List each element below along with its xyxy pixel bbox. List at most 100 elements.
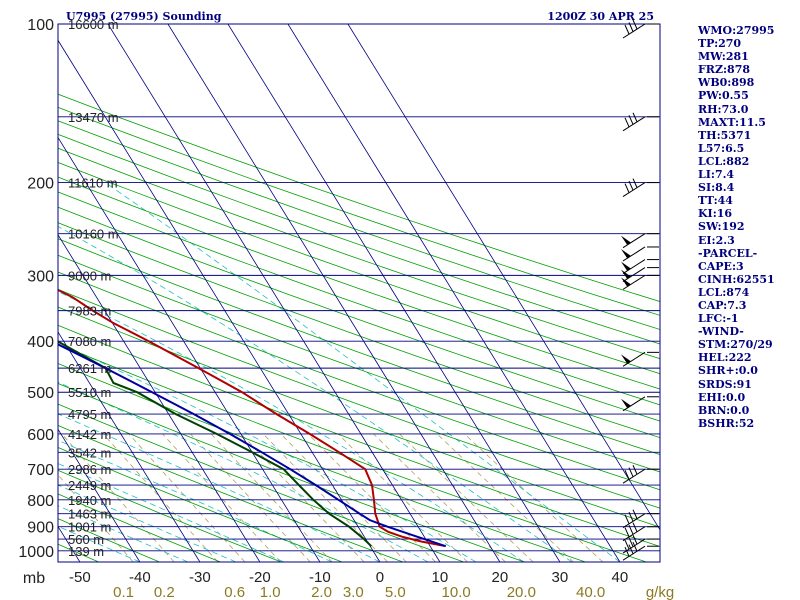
dry-adiabat <box>58 271 660 491</box>
temperature-tick-label: 20 <box>492 569 509 586</box>
wind-feather <box>628 115 634 125</box>
wind-feather <box>632 509 638 519</box>
index-item: CAP:7.3 <box>698 298 747 312</box>
mixing-ratio-label: 0.6 <box>224 584 245 600</box>
pressure-tick-label: 400 <box>27 334 54 351</box>
pressure-tick-label: 300 <box>27 268 54 285</box>
height-label: 1463 m <box>68 507 111 522</box>
wind-feather <box>628 525 634 535</box>
dry-adiabat <box>58 176 660 390</box>
wind-pennant <box>621 261 631 271</box>
pressure-tick-label: 700 <box>27 462 54 479</box>
wind-barb <box>622 246 646 262</box>
isotherm <box>58 234 261 562</box>
temperature-tick-label: -50 <box>69 569 91 586</box>
index-item: BSHR:52 <box>698 416 755 430</box>
index-item: BRN:0.0 <box>698 403 750 417</box>
mixing-ratio-label: 10.0 <box>442 584 471 600</box>
wind-barb <box>622 274 646 290</box>
wind-feather <box>628 511 634 522</box>
height-label: 7080 m <box>68 334 111 349</box>
height-label: 7983 m <box>68 304 111 319</box>
wind-feather <box>632 178 638 188</box>
wind-feather <box>632 534 638 545</box>
pressure-tick-label: 600 <box>27 427 54 444</box>
mixing-ratio-line <box>128 433 246 562</box>
dry-adiabat <box>58 424 404 562</box>
isotherm <box>58 331 201 562</box>
mixing-ratio-label: 1.0 <box>260 584 281 600</box>
moist-adiabat <box>58 413 381 562</box>
index-item: EHI:0.0 <box>698 390 746 404</box>
moist-adiabat <box>58 505 189 562</box>
isotherm <box>58 428 141 562</box>
wind-feather <box>632 542 638 552</box>
dry-adiabat <box>58 363 586 562</box>
wind-feather <box>624 539 630 550</box>
mixing-ratio-unit: g/kg <box>646 584 674 600</box>
dry-adiabat <box>58 383 525 562</box>
wind-feather <box>624 527 630 537</box>
isotherm <box>227 24 561 562</box>
wind-barb <box>622 116 646 132</box>
mixing-ratio-line <box>162 433 281 562</box>
index-item: LFC:-1 <box>698 312 739 326</box>
dry-adiabat <box>58 306 660 528</box>
dry-adiabat <box>58 106 660 316</box>
wind-barb <box>622 233 646 249</box>
dry-adiabat <box>58 222 660 439</box>
wind-feather <box>628 544 634 554</box>
pressure-tick-label: 800 <box>27 493 54 510</box>
pressure-tick-label: 900 <box>27 520 54 537</box>
wind-barbs <box>621 19 659 561</box>
dry-adiabat <box>58 403 464 562</box>
dry-adiabat <box>58 238 660 455</box>
plot-frame <box>57 23 661 563</box>
pressure-tick-label: 200 <box>27 176 54 193</box>
mixing-ratio-line <box>373 433 506 562</box>
index-item: LCL:874 <box>698 285 750 299</box>
temperature-tick-label: -30 <box>189 569 211 586</box>
mixing-ratio-label: 5.0 <box>385 584 406 600</box>
index-item: L57:6.5 <box>698 141 745 155</box>
temperature-tick-label: 0 <box>376 569 384 586</box>
wind-feather <box>632 112 638 122</box>
isotherm <box>167 24 501 562</box>
temperature-tick-label: 30 <box>552 569 569 586</box>
height-label: 560 m <box>68 532 104 547</box>
mixing-ratio-line <box>61 433 175 562</box>
index-item: LCL:882 <box>698 154 750 168</box>
isotherm <box>287 24 621 562</box>
wind-feather <box>624 117 630 127</box>
moist-adiabat <box>58 439 333 562</box>
dry-adiabat <box>58 254 660 473</box>
index-item: SRDS:91 <box>698 377 752 391</box>
chart-title: U7995 (27995) Sounding <box>66 10 222 23</box>
index-item: MAXT:11.5 <box>698 115 766 129</box>
temperature-tick-label: 10 <box>432 569 449 586</box>
wind-feather <box>624 24 630 35</box>
height-label: 2986 m <box>68 462 111 477</box>
wind-pennant <box>621 277 631 287</box>
index-item: FRZ:878 <box>698 63 751 77</box>
sounding-curves <box>58 288 447 548</box>
dry-adiabat <box>58 162 660 375</box>
index-item: TH:5371 <box>698 128 752 142</box>
wind-feather <box>624 470 630 480</box>
pressure-unit: mb <box>23 570 45 587</box>
temperature-tick-label: -10 <box>309 569 331 586</box>
wind-feather <box>628 537 634 547</box>
mixing-ratio-label: 3.0 <box>343 584 364 600</box>
parcel-curve <box>58 343 447 548</box>
height-label: 11610 m <box>68 176 118 191</box>
isotherm <box>107 24 441 562</box>
height-label: 6261 m <box>68 361 111 376</box>
wind-barb <box>622 545 646 561</box>
wind-feather <box>632 19 638 30</box>
height-label: 13470 m <box>68 110 119 125</box>
pressure-tick-label: 500 <box>27 385 54 402</box>
index-item: WB0:898 <box>698 76 755 90</box>
dry-adiabat <box>58 469 282 562</box>
